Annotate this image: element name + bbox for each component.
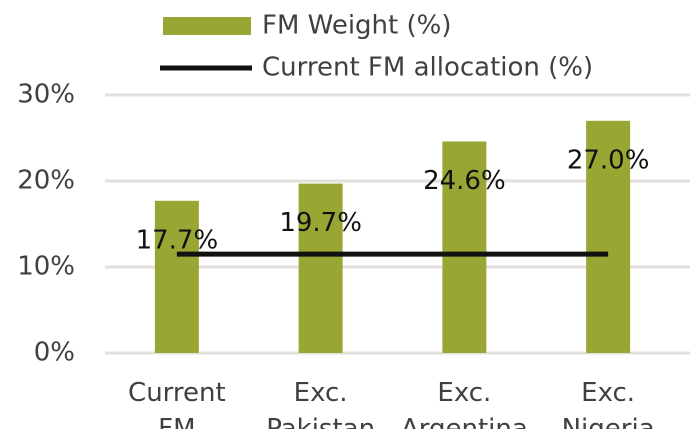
bar: [298, 183, 343, 353]
legend-swatch: [163, 17, 251, 35]
value-label: 27.0%: [567, 145, 650, 175]
value-label: 19.7%: [279, 208, 362, 238]
x-tick-label: Exc. Argentina: [401, 378, 528, 429]
value-label: 17.7%: [136, 225, 219, 255]
x-tick-label: Exc. Nigeria: [562, 378, 655, 429]
bar: [154, 200, 199, 353]
y-tick-label: 20%: [17, 166, 75, 196]
bar: [586, 120, 631, 353]
x-tick-label: Current FM: [128, 378, 226, 429]
y-tick-label: 30%: [17, 80, 75, 110]
value-label: 24.6%: [423, 166, 506, 196]
y-tick-label: 0%: [34, 338, 75, 368]
y-tick-label: 10%: [17, 252, 75, 282]
bar: [442, 141, 487, 353]
legend-label: Current FM allocation (%): [262, 53, 593, 83]
legend-label: FM Weight (%): [262, 11, 452, 41]
x-tick-label: Exc. Pakistan: [266, 378, 375, 429]
